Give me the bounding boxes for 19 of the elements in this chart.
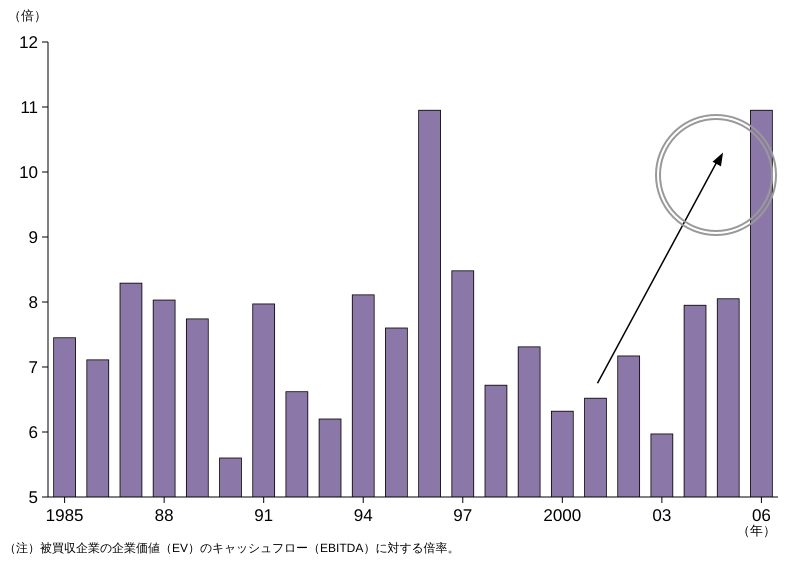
y-tick-label: 8: [28, 293, 38, 312]
x-tick-label: 2000: [543, 506, 582, 525]
x-tick-label: 91: [254, 506, 274, 525]
y-tick-label: 9: [28, 228, 38, 247]
x-tick-label: 03: [652, 506, 672, 525]
x-axis-title: （年）: [737, 523, 776, 538]
x-tick-label: 88: [154, 506, 174, 525]
y-tick-label: 12: [19, 33, 38, 52]
y-axis-title: （倍）: [8, 8, 47, 23]
y-tick-label: 10: [19, 163, 38, 182]
x-tick-label: 06: [752, 506, 771, 525]
y-tick-label: 11: [20, 98, 38, 117]
text: （注）被買収企業の企業価値（EV）のキャッシュフロー（EBITDA）に対する倍率。: [4, 541, 460, 555]
x-tick-label: 97: [453, 506, 472, 525]
y-tick-label: 5: [28, 488, 38, 507]
x-tick-label: 1985: [46, 506, 84, 525]
y-tick-label: 6: [28, 423, 38, 442]
x-tick-label: 94: [354, 506, 373, 525]
y-tick-label: 7: [28, 358, 38, 377]
